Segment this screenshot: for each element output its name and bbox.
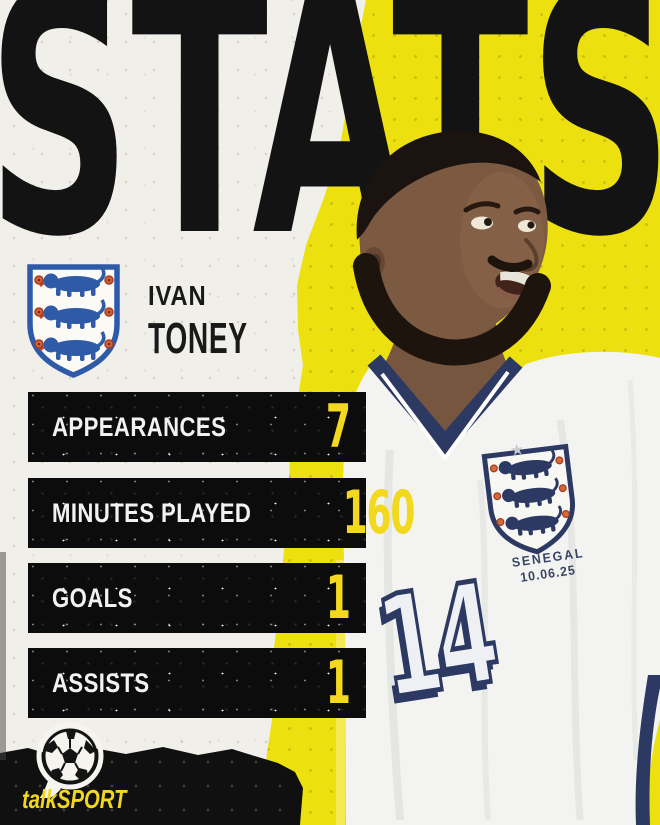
stat-label: APPEARANCES [52, 411, 227, 442]
stat-value: 160 [342, 478, 416, 548]
player-last-name: TONEY [148, 314, 248, 363]
talksport-logo: talkSPORT [18, 718, 178, 818]
shirt-crest-icon [481, 443, 575, 555]
stat-row-goals: GOALS 1 [28, 563, 366, 633]
stat-row-assists: ASSISTS 1 [28, 648, 366, 718]
stat-row-minutes-played: MINUTES PLAYED 160 [28, 478, 415, 548]
england-crest-icon [27, 264, 120, 378]
stat-value: 1 [326, 648, 351, 718]
stat-value: 7 [326, 392, 351, 462]
shirt-star-icon: ★ [508, 441, 526, 460]
stat-label: ASSISTS [52, 667, 150, 698]
player-photo: ★ SENEGAL 10.06.25 14 [330, 120, 660, 825]
player-head [353, 130, 551, 366]
left-edge-shadow [0, 552, 6, 760]
stats-headline: STATS [0, 0, 660, 236]
stat-label: MINUTES PLAYED [52, 497, 252, 528]
player-name: IVAN TONEY [148, 280, 304, 364]
player-first-name: IVAN [148, 280, 207, 311]
stat-row-appearances: APPEARANCES 7 [28, 392, 366, 462]
player-illustration-icon [342, 130, 660, 825]
stats-headline-text: STATS [0, 0, 660, 236]
stat-value: 1 [326, 563, 351, 633]
talksport-wordmark: talkSPORT [22, 784, 127, 814]
football-icon [36, 722, 104, 798]
stat-label: GOALS [52, 582, 133, 613]
